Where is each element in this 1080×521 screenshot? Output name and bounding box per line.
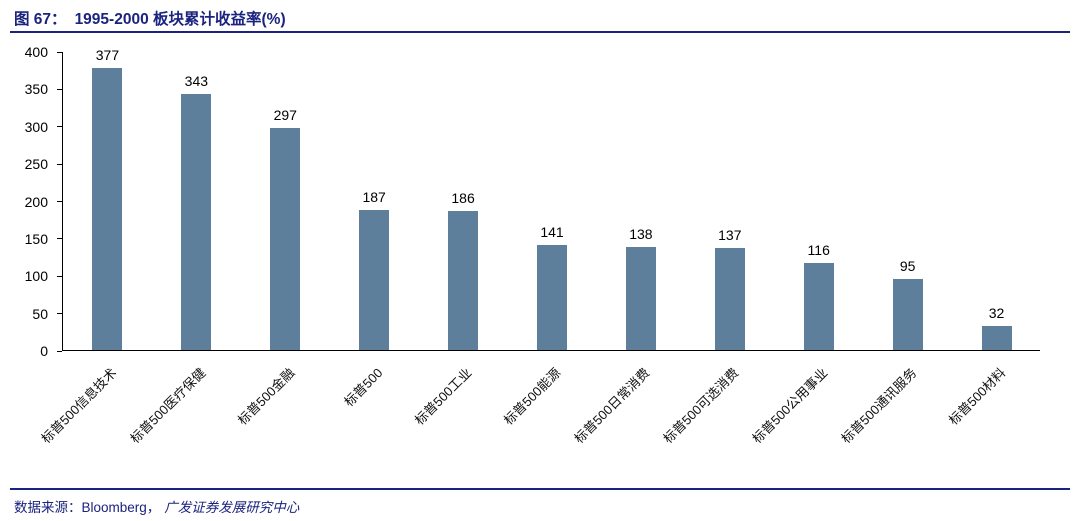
bar-value-label: 138 [629,225,653,242]
bar-value-label: 95 [899,258,916,274]
y-tick-mark [57,126,62,128]
x-axis-label: 标普500材料 [945,365,1009,428]
x-axis-label: 标普500通讯服务 [838,365,920,447]
bar-value-label: 186 [451,189,475,206]
bar-value-label: 141 [540,223,564,240]
bar-value-label: 297 [273,107,297,123]
y-axis: 0 50 100 150 200 250 300 350 400 [0,44,62,359]
y-tick-mark [57,313,62,315]
x-axis-label: 标普500日常消费 [571,365,653,447]
chart-header: 图 67： 1995-2000 板块累计收益率(%) [14,7,286,29]
plot-area: 377 343 297 187 186 141 138 137 116 95 32 [62,47,1040,351]
bar-value-label: 32 [988,305,1005,322]
bar-7 [625,246,656,350]
bar-11 [981,326,1012,350]
x-axis-label: 标普500金融 [234,365,298,428]
bar-value-label: 377 [95,47,120,64]
bar-10 [892,279,923,350]
bar-9 [803,263,834,350]
bar-value-label: 137 [718,226,742,243]
y-tick-mark [57,51,62,53]
bar-3 [270,128,301,350]
bar-value-label: 187 [362,189,386,206]
y-tick-mark [57,201,62,202]
x-axis-label: 标普500信息技术 [38,365,120,447]
y-tick-label: 100 [24,268,48,285]
header-divider [10,31,1070,33]
x-axis-label: 标普500 [341,365,386,410]
bar-5 [448,210,479,350]
x-axis-label: 标普500能源 [501,365,564,428]
y-tick-label: 400 [24,44,48,60]
figure-label: 图 67： [14,11,67,28]
y-tick-label: 350 [24,81,48,98]
bar-2 [181,93,212,350]
bar-6 [537,244,567,350]
y-tick-mark [57,350,62,352]
y-tick-mark [57,275,62,277]
source-org: 广发证券发展研究中心 [164,500,300,515]
y-tick-mark [57,238,62,240]
y-tick-mark [57,88,62,90]
bar-1 [92,68,123,350]
footer-divider [10,488,1070,490]
x-axis: 标普500信息技术 标普500医疗保健 标普500金融 标普500 标普500工业 标普5… [38,353,1040,471]
x-axis-label: 标普500可选消费 [660,365,742,447]
source-label: 数据来源：Bloomberg， [14,500,161,515]
y-tick-mark [57,163,62,165]
x-axis-label: 标普500工业 [412,365,475,428]
y-tick-label: 0 [40,343,48,359]
bar-4 [359,210,390,350]
bar-value-label: 116 [807,242,830,259]
source-note: 数据来源：Bloomberg， 广发证券发展研究中心 [14,496,299,516]
x-axis-label: 标普500医疗保健 [126,365,209,447]
x-axis-label: 标普500公用事业 [749,365,831,447]
y-tick-label: 200 [24,193,48,210]
bar-value-label: 343 [184,72,209,89]
bar-8 [714,247,745,350]
y-tick-label: 300 [24,118,48,135]
y-tick-label: 150 [24,230,48,247]
chart-title: 1995-2000 板块累计收益率(%) [74,11,286,28]
y-tick-label: 250 [24,156,48,173]
y-tick-label: 50 [32,305,48,322]
